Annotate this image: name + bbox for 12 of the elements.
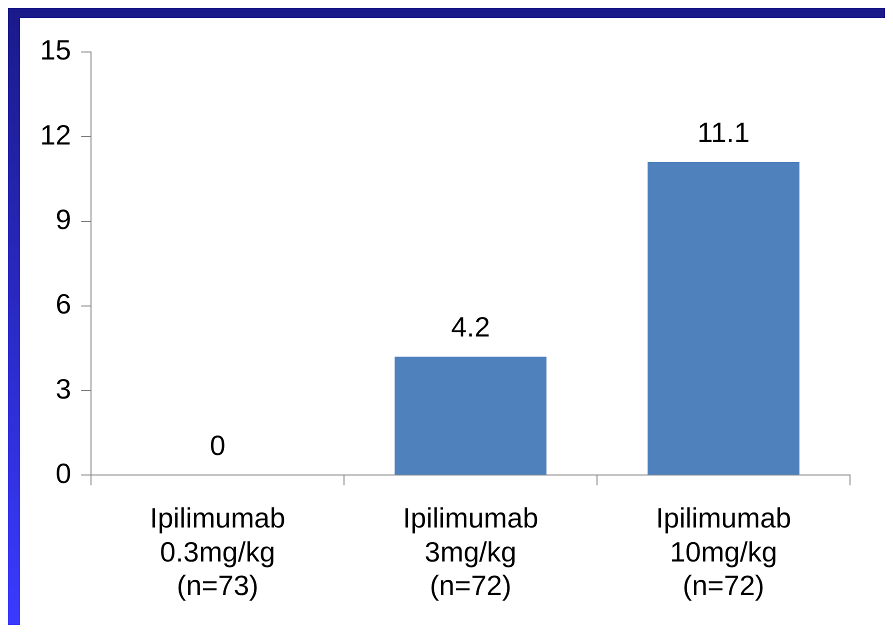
- x-tick-label: Ipilimumab 0.3mg/kg (n=73): [150, 502, 286, 601]
- y-tick-label: 3: [56, 373, 72, 404]
- x-tick-label: Ipilimumab 3mg/kg (n=72): [402, 502, 538, 601]
- y-tick-label: 15: [40, 34, 72, 66]
- y-tick-label: 12: [40, 119, 72, 150]
- data-label: 0: [210, 430, 226, 461]
- y-tick-label: 0: [56, 458, 72, 489]
- data-label: 4.2: [451, 311, 490, 342]
- y-tick-label: 9: [56, 204, 72, 235]
- x-tick-label: Ipilimumab 10mg/kg (n=72): [656, 502, 792, 601]
- data-label: 11.1: [697, 116, 750, 148]
- y-tick-label: 6: [56, 288, 72, 320]
